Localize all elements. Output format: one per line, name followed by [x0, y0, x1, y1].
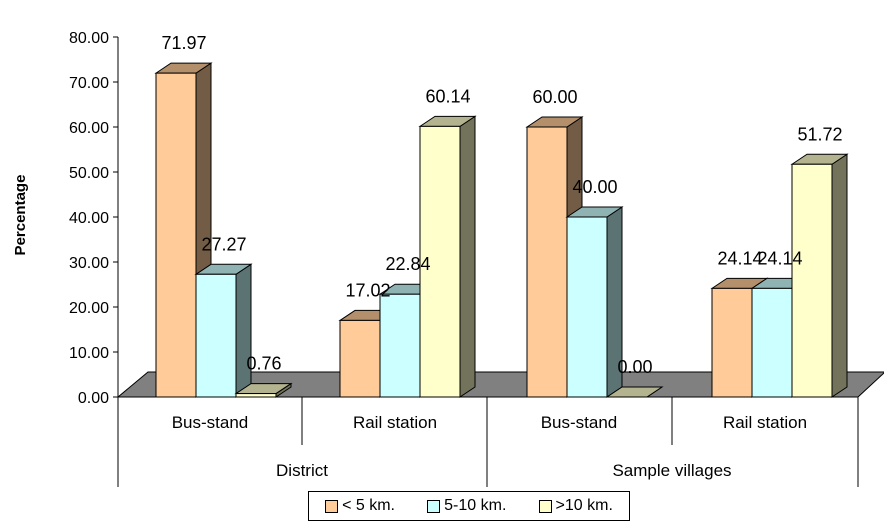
- bar: [194, 263, 253, 398]
- bar: [418, 115, 477, 398]
- legend-swatch: [325, 499, 339, 513]
- x-category-label: Bus-stand: [172, 413, 249, 432]
- y-tick-label: 80.00: [69, 30, 109, 47]
- bar-front: [751, 287, 793, 398]
- y-tick-label: 70.00: [69, 75, 109, 92]
- y-tick-label: 10.00: [69, 345, 109, 362]
- bar: [234, 382, 293, 398]
- data-labels: 71.97 27.27 0.76 17.02 22.84 60.14 60.00 40.00 0…: [161, 33, 842, 377]
- bar-side: [459, 115, 476, 398]
- legend-item: >10 km.: [538, 497, 613, 515]
- y-tick-label: 50.00: [69, 165, 109, 182]
- y-tick-label: 20.00: [69, 300, 109, 317]
- bar: [790, 153, 849, 398]
- bar-front: [526, 126, 568, 398]
- legend-item: < 5 km.: [325, 497, 395, 515]
- data-label: 0.76: [246, 354, 281, 374]
- x-group-label: Sample villages: [612, 461, 731, 480]
- x-axis-categories: Bus-stand Rail station Bus-stand Rail stati…: [117, 396, 859, 487]
- bar-front: [235, 393, 277, 398]
- data-label: 24.14: [717, 248, 762, 268]
- data-label: 0.00: [617, 357, 652, 377]
- bar-front: [791, 163, 833, 398]
- legend: < 5 km. 5-10 km. >10 km.: [308, 491, 630, 521]
- legend-label: >10 km.: [555, 497, 613, 514]
- x-category-label: Rail station: [723, 413, 807, 432]
- bar-front: [339, 319, 381, 398]
- bar-side: [831, 153, 848, 398]
- y-tick-label: 40.00: [69, 210, 109, 227]
- data-label: 27.27: [201, 234, 246, 254]
- bar-front: [379, 293, 421, 398]
- data-label: 51.72: [797, 124, 842, 144]
- legend-swatch: [538, 499, 552, 513]
- y-axis: 0.00 10.00 20.00 30.00 40.00 50.00 60.00 70.00 8…: [69, 30, 119, 407]
- bar-front: [566, 216, 608, 398]
- data-label: 24.14: [757, 248, 802, 268]
- bars: [154, 62, 849, 398]
- data-label: 60.00: [532, 87, 577, 107]
- y-axis-label: Percentage: [12, 175, 29, 256]
- y-tick-label: 30.00: [69, 255, 109, 272]
- bar-side: [235, 263, 252, 398]
- x-category-label: Bus-stand: [541, 413, 618, 432]
- legend-label: < 5 km.: [342, 497, 395, 514]
- bar-front: [711, 287, 753, 398]
- bar-front: [155, 72, 197, 398]
- legend-swatch: [427, 499, 441, 513]
- data-label: 22.84: [385, 254, 430, 274]
- x-group-label: District: [276, 461, 328, 480]
- data-label: 40.00: [572, 177, 617, 197]
- data-label: 17.02: [345, 280, 390, 300]
- y-tick-label: 60.00: [69, 120, 109, 137]
- data-label: 71.97: [161, 33, 206, 53]
- legend-item: 5-10 km.: [427, 497, 506, 515]
- bar: [565, 206, 624, 398]
- x-category-label: Rail station: [353, 413, 437, 432]
- data-label: 60.14: [425, 86, 470, 106]
- bar-front: [419, 125, 461, 398]
- legend-label: 5-10 km.: [444, 497, 507, 514]
- bar-front: [195, 273, 237, 398]
- y-tick-label: 0.00: [78, 390, 109, 407]
